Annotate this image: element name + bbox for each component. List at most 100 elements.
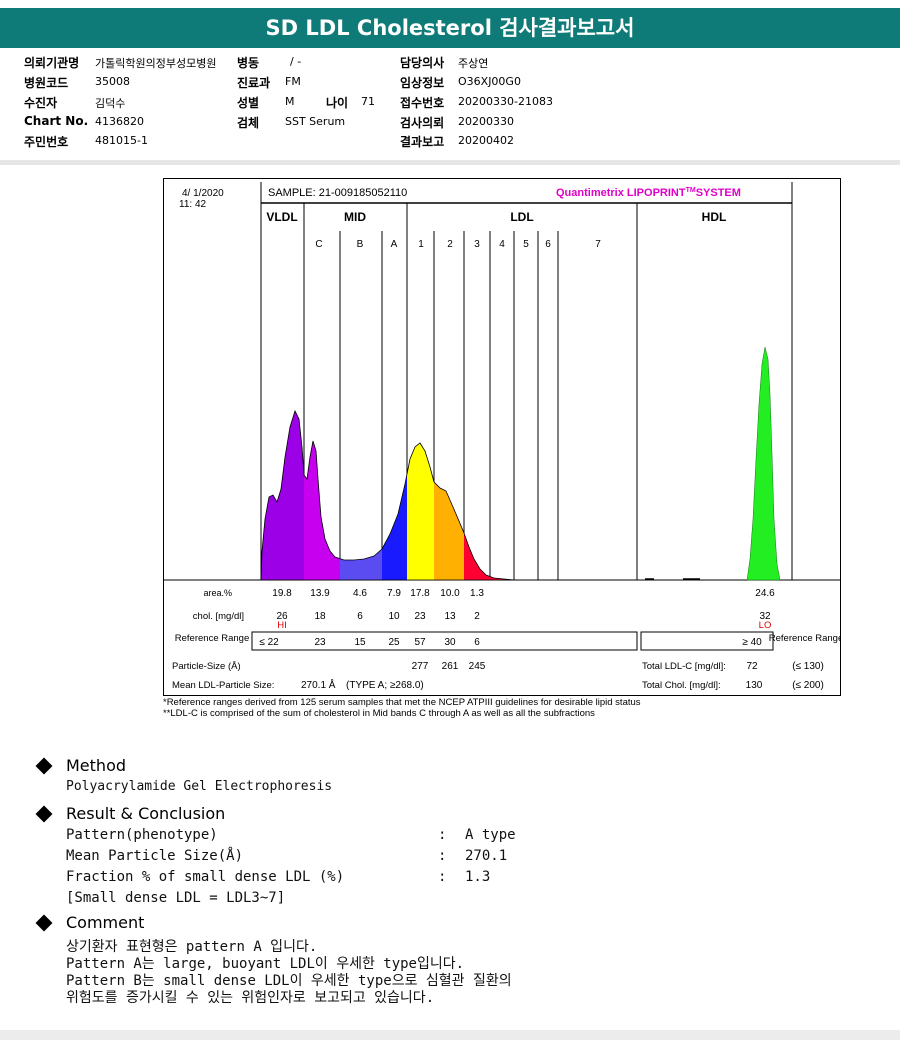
area-hdl: 24.6 <box>755 588 775 599</box>
total-ldl-label: Total LDL-C [mg/dl]: <box>642 661 726 672</box>
row-label-area: area.% <box>203 588 232 598</box>
band-6: 6 <box>545 239 551 250</box>
ref-label-right: Reference Range <box>769 633 840 644</box>
mean-ldl-label: Mean LDL-Particle Size: <box>172 680 274 691</box>
total-chol-ref: (≤ 200) <box>792 680 824 691</box>
report-date-label: 결과보고 <box>400 135 445 149</box>
results-table: area.% 19.8 13.9 4.6 7.9 17.8 10.0 1.3 2… <box>172 588 840 691</box>
brand-text: Quantimetrix LIPOPRINT <box>556 187 686 199</box>
request-value: 20200330 <box>458 115 514 128</box>
band-3: 3 <box>474 239 480 250</box>
report-time: 11: 42 <box>179 199 206 210</box>
dept-value: FM <box>285 75 301 88</box>
method-heading: Method <box>66 756 127 775</box>
specimen-value: SST Serum <box>285 115 346 128</box>
band-4: 4 <box>499 239 505 250</box>
age-value: 71 <box>361 95 375 108</box>
group-mid: MID <box>344 210 366 224</box>
diamond-bullet-icon <box>35 805 53 823</box>
ref-box-right <box>640 631 774 651</box>
ward-label: 병동 <box>237 56 260 70</box>
comment-line-1: 상기환자 표현형은 pattern A 입니다. <box>66 939 318 955</box>
ref-hdl: ≥ 40 <box>742 637 762 648</box>
area-mid-c: 13.9 <box>310 588 330 599</box>
flag-hi: HI <box>277 620 287 631</box>
age-label: 나이 <box>326 96 349 110</box>
ref-label-left: Reference Range <box>175 633 249 644</box>
peak-hdl <box>746 346 781 581</box>
doctor-value: 주상연 <box>458 57 489 70</box>
row-label-chol: chol. [mg/dl] <box>193 611 244 622</box>
result-colon-size: : <box>438 848 447 864</box>
result-colon-pattern: : <box>438 827 447 843</box>
chol-mid-a: 10 <box>388 611 400 622</box>
dept-label: 진료과 <box>237 76 271 90</box>
result-label-pattern: Pattern(phenotype) <box>66 827 218 843</box>
patient-info: 의뢰기관명 가톨릭학원의정부성모병원 병동 / - 담당의사 주상연 병원코드 … <box>0 50 900 162</box>
row-label-particle: Particle-Size (Å) <box>172 661 241 672</box>
institution-label: 의뢰기관명 <box>24 56 80 70</box>
area-mid-a: 7.9 <box>387 588 401 599</box>
band-a: A <box>391 239 398 250</box>
band-c: C <box>315 239 322 250</box>
group-vldl: VLDL <box>266 210 297 224</box>
sex-value: M <box>285 95 295 108</box>
chart-no-label: Chart No. <box>24 114 89 128</box>
group-ldl: LDL <box>510 210 533 224</box>
section-divider <box>0 160 900 165</box>
result-label-fraction: Fraction % of small dense LDL (%) <box>66 869 345 885</box>
sex-label: 성별 <box>237 96 260 110</box>
flag-lo: LO <box>759 620 772 631</box>
diamond-bullet-icon <box>35 914 53 932</box>
particle-ldl-1: 277 <box>412 661 429 672</box>
ref-ldl-1: 57 <box>414 637 426 648</box>
ref-mid-b: 15 <box>354 637 366 648</box>
comment-heading: Comment <box>66 913 145 932</box>
chol-hdl: 32 <box>759 611 771 622</box>
lipoprint-graphic: 4/ 1/2020 11: 42 SAMPLE: 21-009185052110… <box>164 182 840 691</box>
area-mid-b: 4.6 <box>353 588 367 599</box>
chol-ldl-2: 13 <box>444 611 456 622</box>
result-value-size: 270.1 <box>465 848 508 864</box>
ref-ldl-2: 30 <box>444 637 456 648</box>
specimen-label: 검체 <box>237 116 260 130</box>
particle-ldl-3: 245 <box>469 661 486 672</box>
result-label-size: Mean Particle Size(Å) <box>66 848 244 864</box>
chol-ldl-1: 23 <box>414 611 426 622</box>
method-text: Polyacrylamide Gel Electrophoresis <box>66 779 333 794</box>
accession-value: 20200330-21083 <box>458 95 553 108</box>
band-5: 5 <box>523 239 529 250</box>
ssn-label: 주민번호 <box>24 135 69 149</box>
band-b: B <box>357 239 364 250</box>
footnote-1: *Reference ranges derived from 125 serum… <box>163 697 641 708</box>
comment-line-3: Pattern B는 small dense LDL이 우세한 type으로 심… <box>66 973 512 989</box>
clinical-label: 임상정보 <box>400 76 445 90</box>
hospital-code-value: 35008 <box>95 75 130 88</box>
patient-value: 김덕수 <box>95 97 126 110</box>
ref-vldl: ≤ 22 <box>259 637 279 648</box>
area-vldl: 19.8 <box>272 588 292 599</box>
total-chol-label: Total Chol. [mg/dl]: <box>642 680 721 691</box>
ssn-value: 481015-1 <box>95 134 148 147</box>
chol-ldl-3: 2 <box>474 611 480 622</box>
chol-mid-b: 6 <box>357 611 363 622</box>
chol-vldl: 26 <box>276 611 288 622</box>
brand-name: Quantimetrix LIPOPRINTTMSYSTEM <box>556 187 741 199</box>
ref-ldl-3: 6 <box>474 637 480 648</box>
result-value-pattern: A type <box>465 827 516 843</box>
band-2: 2 <box>447 239 453 250</box>
area-ldl-3: 1.3 <box>470 588 484 599</box>
report-date: 4/ 1/2020 <box>182 188 224 199</box>
group-hdl: HDL <box>702 210 727 224</box>
doctor-label: 담당의사 <box>400 56 445 70</box>
result-colon-fraction: : <box>438 869 447 885</box>
chol-mid-c: 18 <box>314 611 326 622</box>
brand-tm: TM <box>686 187 696 194</box>
total-chol-value: 130 <box>746 680 763 691</box>
ref-mid-c: 23 <box>314 637 326 648</box>
comment-line-4: 위험도를 증가시킬 수 있는 위험인자로 보고되고 있습니다. <box>66 990 435 1006</box>
ref-mid-a: 25 <box>388 637 400 648</box>
area-ldl-2: 10.0 <box>440 588 460 599</box>
lipoprint-report: 4/ 1/2020 11: 42 SAMPLE: 21-009185052110… <box>163 178 841 696</box>
result-heading: Result & Conclusion <box>66 804 226 823</box>
